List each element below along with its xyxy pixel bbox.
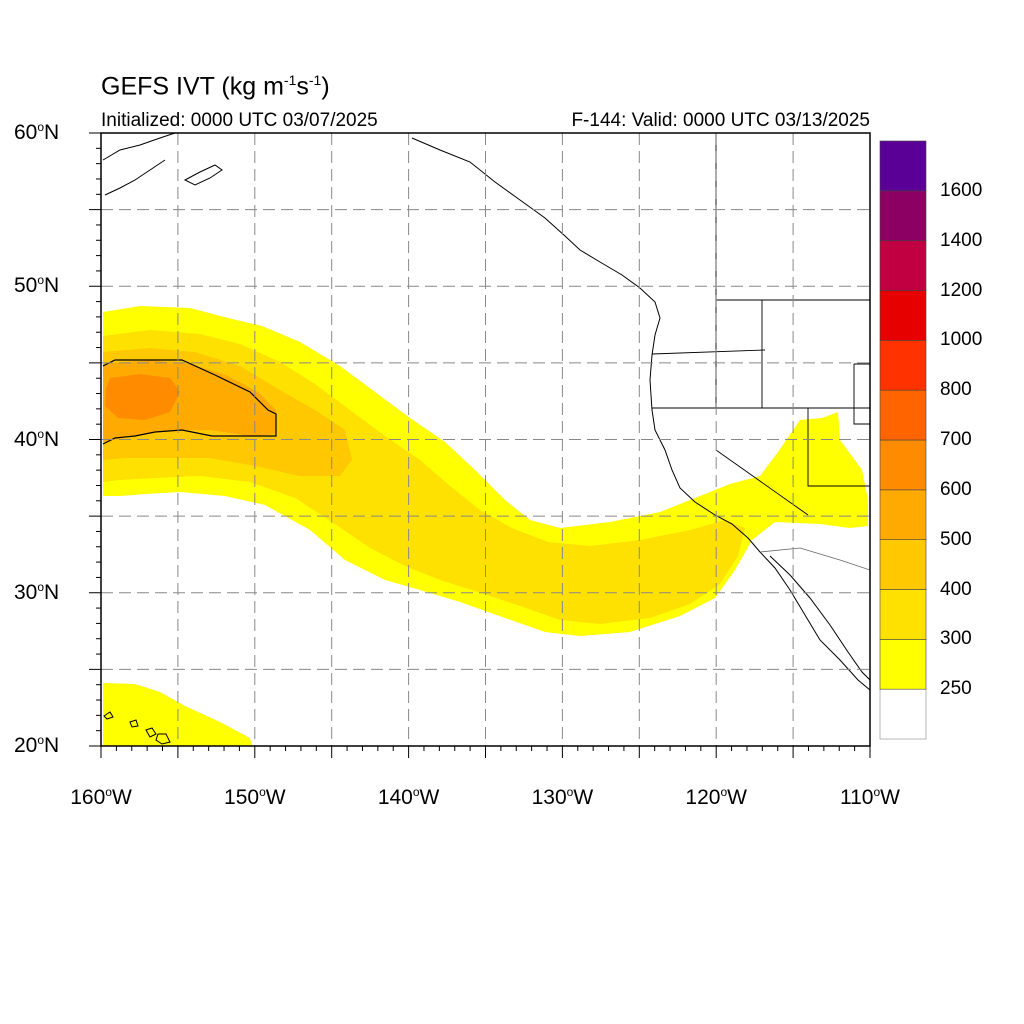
map-title: GEFS IVT (kg m-1s-1)	[101, 72, 330, 101]
coastline	[411, 137, 870, 691]
colorbar-label: 250	[940, 678, 972, 700]
lat-label: 60oN	[14, 120, 60, 144]
colorbar-swatch	[879, 140, 927, 192]
colorbar-label: 300	[940, 628, 972, 650]
colorbar-swatch	[879, 439, 927, 491]
colorbar	[879, 140, 927, 740]
colorbar-swatch	[879, 539, 927, 590]
colorbar-label: 1600	[940, 179, 983, 201]
lon-label: 150oW	[224, 785, 286, 809]
gulf-coast	[769, 555, 870, 681]
colorbar-label: 1400	[940, 229, 983, 251]
lon-label: 120oW	[685, 785, 747, 809]
colorbar-swatch	[879, 290, 927, 341]
valid-time: F-144: Valid: 0000 UTC 03/13/2025	[571, 110, 870, 131]
colorbar-swatch	[879, 589, 927, 640]
colorbar-swatch	[879, 190, 927, 241]
colorbar-label: 700	[940, 429, 972, 450]
colorbar-swatch	[879, 639, 927, 690]
axis-ticks	[89, 132, 871, 758]
lat-label: 50oN	[14, 273, 60, 298]
colorbar-label: 500	[940, 528, 972, 550]
colorbar-label: 1000	[940, 329, 983, 351]
lon-label: 160oW	[70, 785, 132, 809]
colorbar-label: 600	[940, 478, 972, 500]
lon-label: 110oW	[840, 785, 900, 809]
ivt-contour-line	[102, 359, 277, 445]
lon-label: 140oW	[377, 785, 440, 809]
mexico-border	[759, 547, 870, 571]
colorbar-swatch	[879, 240, 927, 291]
colorbar-label: 400	[940, 578, 972, 600]
colorbar-label: 800	[940, 379, 972, 401]
lat-label: 40oN	[14, 426, 60, 451]
ivt-band-600	[105, 374, 180, 420]
lat-label: 20oN	[14, 733, 60, 757]
colorbar-swatch	[879, 688, 927, 740]
colorbar-swatch	[879, 389, 927, 441]
initialized-time: Initialized: 0000 UTC 03/07/2025	[101, 110, 378, 131]
grid-lines	[101, 133, 870, 746]
hawaii	[103, 711, 171, 745]
colorbar-swatch	[879, 489, 927, 540]
lat-label: 30oN	[14, 579, 60, 604]
alaska-coast	[102, 133, 223, 196]
colorbar-label: 1200	[940, 279, 983, 301]
colorbar-swatch	[879, 340, 927, 391]
lon-label: 130oW	[531, 785, 594, 809]
